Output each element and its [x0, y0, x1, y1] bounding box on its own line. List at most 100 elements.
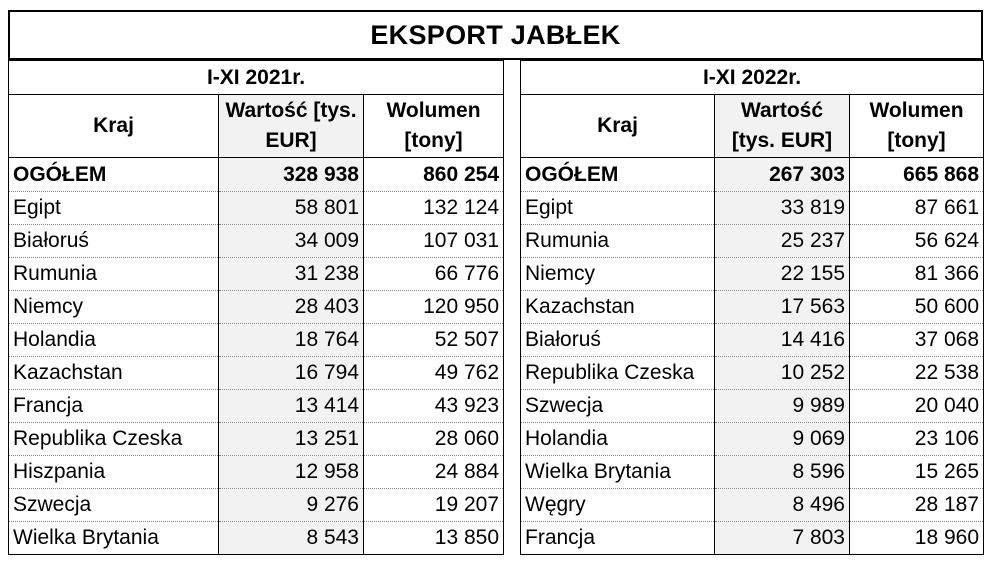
row-volume: 81 366 [848, 257, 985, 291]
row-country: Francja [520, 521, 715, 555]
row-volume: 56 624 [848, 224, 985, 258]
row-volume: 28 060 [362, 422, 505, 456]
row-volume: 15 265 [848, 455, 985, 489]
table-row: Niemcy 28 403 120 950 [8, 290, 505, 324]
row-value: 33 819 [714, 191, 850, 225]
total-volume: 665 868 [848, 157, 985, 192]
row-volume: 66 776 [362, 257, 505, 291]
col-header-country: Kraj [520, 94, 715, 158]
row-value: 9 989 [714, 389, 850, 423]
row-country: Republika Czeska [8, 422, 219, 456]
row-value: 7 803 [714, 521, 850, 555]
row-value: 13 414 [218, 389, 364, 423]
row-country: Białoruś [520, 323, 715, 357]
row-country: Kazachstan [8, 356, 219, 390]
row-country: Rumunia [520, 224, 715, 258]
table-2021: I-XI 2021r. Kraj Wartość [tys. EUR] Wolu… [7, 60, 505, 555]
row-value: 8 543 [218, 521, 364, 555]
row-value: 12 958 [218, 455, 364, 489]
total-value: 328 938 [218, 157, 364, 192]
row-value: 28 403 [218, 290, 364, 324]
table-row: Rumunia 31 238 66 776 [8, 257, 505, 291]
period-header: I-XI 2021r. [7, 60, 505, 95]
table-row: Egipt 58 801 132 124 [8, 191, 505, 225]
table-row: Egipt 33 819 87 661 [520, 191, 985, 225]
row-value: 8 496 [714, 488, 850, 522]
table-row: Wielka Brytania 8 543 13 850 [8, 521, 505, 555]
total-value: 267 303 [714, 157, 850, 192]
row-volume: 52 507 [362, 323, 505, 357]
row-value: 31 238 [218, 257, 364, 291]
row-value: 16 794 [218, 356, 364, 390]
row-volume: 120 950 [362, 290, 505, 324]
table-row: Holandia 18 764 52 507 [8, 323, 505, 357]
row-country: Egipt [520, 191, 715, 225]
col-header-value: Wartość [tys. EUR] [714, 94, 850, 158]
table-row: Rumunia 25 237 56 624 [520, 224, 985, 258]
row-value: 25 237 [714, 224, 850, 258]
total-label: OGÓŁEM [8, 157, 219, 192]
row-country: Holandia [8, 323, 219, 357]
row-country: Szwecja [520, 389, 715, 423]
row-value: 17 563 [714, 290, 850, 324]
row-country: Białoruś [8, 224, 219, 258]
table-row: Republika Czeska 10 252 22 538 [520, 356, 985, 390]
row-volume: 87 661 [848, 191, 985, 225]
col-header-volume: Wolumen [tony] [362, 94, 505, 158]
row-volume: 49 762 [362, 356, 505, 390]
row-volume: 50 600 [848, 290, 985, 324]
row-volume: 23 106 [848, 422, 985, 456]
row-country: Holandia [520, 422, 715, 456]
row-country: Niemcy [520, 257, 715, 291]
table-row: Niemcy 22 155 81 366 [520, 257, 985, 291]
row-volume: 28 187 [848, 488, 985, 522]
tables-area: I-XI 2021r. Kraj Wartość [tys. EUR] Wolu… [7, 60, 985, 566]
table-row: Białoruś 34 009 107 031 [8, 224, 505, 258]
row-value: 58 801 [218, 191, 364, 225]
col-header-value: Wartość [tys. EUR] [218, 94, 364, 158]
row-value: 8 596 [714, 455, 850, 489]
row-volume: 20 040 [848, 389, 985, 423]
row-volume: 132 124 [362, 191, 505, 225]
row-country: Wielka Brytania [8, 521, 219, 555]
row-value: 34 009 [218, 224, 364, 258]
col-header-country: Kraj [8, 94, 219, 158]
row-country: Szwecja [8, 488, 219, 522]
table-row: Węgry 8 496 28 187 [520, 488, 985, 522]
total-label: OGÓŁEM [520, 157, 715, 192]
row-volume: 37 068 [848, 323, 985, 357]
table-row: Kazachstan 17 563 50 600 [520, 290, 985, 324]
row-value: 22 155 [714, 257, 850, 291]
table-row: Białoruś 14 416 37 068 [520, 323, 985, 357]
row-value: 14 416 [714, 323, 850, 357]
table-row: Holandia 9 069 23 106 [520, 422, 985, 456]
row-country: Rumunia [8, 257, 219, 291]
table-row: Francja 13 414 43 923 [8, 389, 505, 423]
row-volume: 107 031 [362, 224, 505, 258]
row-volume: 18 960 [848, 521, 985, 555]
row-value: 10 252 [714, 356, 850, 390]
row-volume: 13 850 [362, 521, 505, 555]
row-country: Węgry [520, 488, 715, 522]
table-row: Republika Czeska 13 251 28 060 [8, 422, 505, 456]
table-row: Hiszpania 12 958 24 884 [8, 455, 505, 489]
table-row: Szwecja 9 276 19 207 [8, 488, 505, 522]
row-volume: 43 923 [362, 389, 505, 423]
row-value: 13 251 [218, 422, 364, 456]
export-table-container: EKSPORT JABŁEK I-XI 2021r. Kraj Wartość … [7, 10, 985, 566]
table-row: Wielka Brytania 8 596 15 265 [520, 455, 985, 489]
col-header-volume: Wolumen [tony] [848, 94, 985, 158]
row-volume: 24 884 [362, 455, 505, 489]
row-country: Niemcy [8, 290, 219, 324]
row-country: Egipt [8, 191, 219, 225]
row-value: 9 276 [218, 488, 364, 522]
table-row: Kazachstan 16 794 49 762 [8, 356, 505, 390]
table-row: Francja 7 803 18 960 [520, 521, 985, 555]
table-2022: I-XI 2022r. Kraj Wartość [tys. EUR] Wolu… [519, 60, 985, 555]
row-volume: 19 207 [362, 488, 505, 522]
table-row: Szwecja 9 989 20 040 [520, 389, 985, 423]
row-value: 9 069 [714, 422, 850, 456]
total-volume: 860 254 [362, 157, 505, 192]
row-volume: 22 538 [848, 356, 985, 390]
row-country: Wielka Brytania [520, 455, 715, 489]
